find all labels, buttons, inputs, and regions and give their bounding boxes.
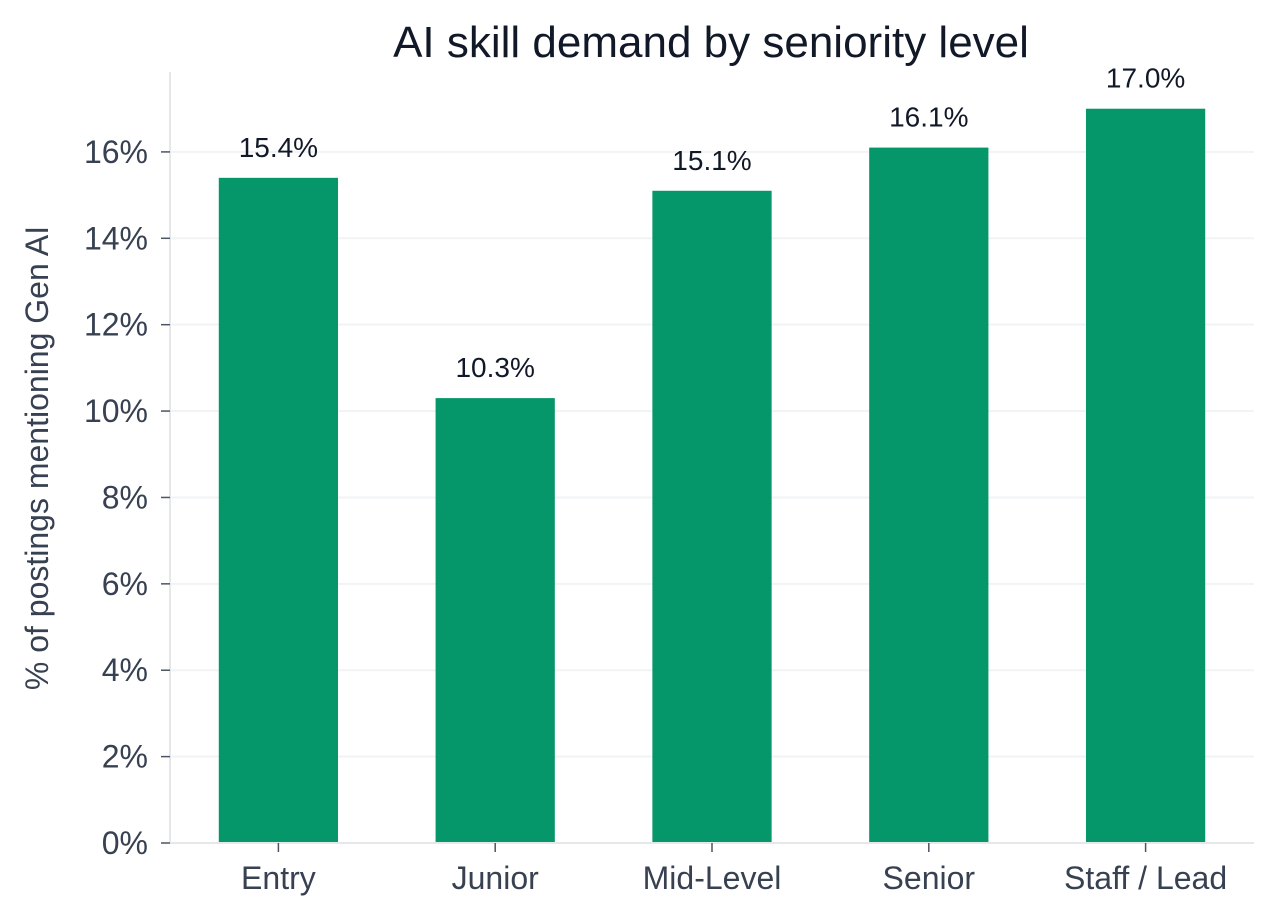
data-label: 17.0% (1106, 63, 1185, 94)
x-tick-label: Mid-Level (643, 860, 782, 896)
y-tick-label: 12% (84, 307, 148, 343)
data-label: 10.3% (455, 352, 534, 383)
data-label: 15.4% (239, 132, 318, 163)
y-tick-label: 14% (84, 220, 148, 256)
data-label: 16.1% (889, 102, 968, 133)
y-tick-label: 10% (84, 393, 148, 429)
x-tick-label: Senior (883, 860, 976, 896)
bar-mid-level (652, 190, 772, 844)
labels-layer: 15.4% 10.3% 15.1% 16.1% 17.0% (239, 63, 1186, 383)
data-label: 15.1% (672, 145, 751, 176)
y-tick-label: 0% (102, 825, 148, 861)
y-tick-label: 8% (102, 479, 148, 515)
y-tick-label: 2% (102, 739, 148, 775)
x-tick-label: Junior (452, 860, 540, 896)
y-axis-label: % of postings mentioning Gen AI (19, 226, 55, 690)
bar-senior (869, 147, 989, 843)
x-tick-label: Entry (241, 860, 316, 896)
y-tick-label: 6% (102, 566, 148, 602)
y-tick-label: 4% (102, 652, 148, 688)
y-tick-label: 16% (84, 134, 148, 170)
chart-title: AI skill demand by seniority level (393, 18, 1029, 67)
bars-layer (218, 108, 1206, 844)
bar-staff-lead (1085, 108, 1206, 843)
ticks-layer: 0% 2% 4% 6% 8% 10% 12% 14% 16% Entry Junior Mid-Lev… (84, 134, 1227, 896)
bar-entry (218, 177, 339, 843)
x-tick-label: Staff / Lead (1064, 860, 1227, 896)
bar-junior (435, 398, 555, 843)
